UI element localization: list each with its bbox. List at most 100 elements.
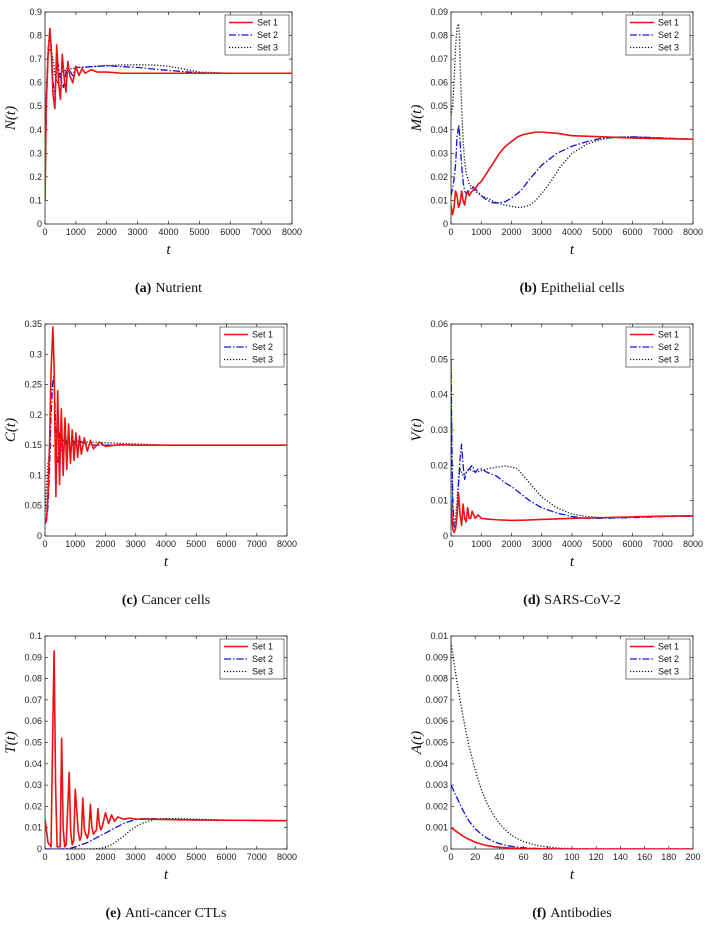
x-tick-label: 0: [448, 227, 453, 237]
chart-panel-f: 0 20 40 60 80 100 120 140 160 180 200 0 0.001 0.002 0.…: [409, 631, 701, 921]
caption-text: SARS-CoV-2: [544, 593, 621, 608]
caption-text: Antibodies: [550, 906, 611, 921]
x-tick-label: 4000: [562, 539, 582, 549]
legend-label: Set 1: [257, 18, 278, 28]
y-tick-label: 0.5: [29, 101, 42, 111]
x-tick-label: 40: [494, 852, 504, 862]
y-tick-label: 0.02: [24, 801, 42, 811]
legend-label: Set 2: [257, 30, 278, 40]
y-tick-label: 0.1: [29, 470, 42, 480]
x-tick-label: 5000: [592, 227, 612, 237]
x-tick-label: 2000: [95, 539, 115, 549]
y-tick-label: 0.04: [24, 759, 42, 769]
x-tick-label: 8000: [282, 227, 302, 237]
y-tick-label: 0.007: [425, 695, 448, 705]
legend: Set 1 Set 2 Set 3: [625, 326, 691, 368]
y-tick-label: 0.05: [430, 354, 448, 364]
y-tick-label: 0.7: [29, 54, 42, 64]
x-axis-label: t: [570, 242, 575, 258]
series-line-set-1: [45, 326, 287, 525]
chart-panel-d: 0 1000 2000 3000 4000 5000 6000 7000 8000 0 0.01 0.…: [409, 319, 703, 608]
legend-label: Set 3: [252, 355, 273, 365]
x-tick-label: 1000: [65, 852, 85, 862]
x-axis-label: t: [166, 242, 171, 258]
y-tick-label: 0.07: [430, 54, 448, 64]
y-axis-label: A(t): [409, 731, 425, 755]
y-tick-label: 0.03: [430, 425, 448, 435]
y-tick-label: 0.06: [430, 319, 448, 329]
caption-text: Nutrient: [155, 281, 202, 296]
legend-label: Set 3: [658, 667, 679, 677]
x-tick-label: 7000: [653, 539, 673, 549]
series-line-set-3: [451, 366, 693, 527]
y-tick-label: 0.01: [430, 496, 448, 506]
legend: Set 1 Set 2 Set 3: [224, 14, 290, 56]
panel-caption: (d) SARS-CoV-2: [523, 593, 621, 608]
y-tick-label: 0.06: [430, 78, 448, 88]
x-tick-label: 7000: [247, 539, 267, 549]
caption-label: (b): [520, 281, 537, 296]
legend: Set 1 Set 2 Set 3: [625, 14, 691, 56]
x-axis-label: t: [570, 867, 575, 883]
series-line-set-3: [451, 23, 693, 209]
legend-label: Set 2: [658, 30, 679, 40]
chart-panel-b: 0 1000 2000 3000 4000 5000 6000 7000 8000 0 0.01 0.…: [409, 7, 703, 296]
x-tick-label: 5000: [186, 852, 206, 862]
caption-label: (d): [523, 593, 540, 608]
x-tick-label: 0: [448, 539, 453, 549]
x-tick-label: 3000: [126, 852, 146, 862]
x-tick-label: 7000: [653, 227, 673, 237]
y-tick-label: 0: [37, 531, 42, 541]
x-tick-label: 6000: [216, 539, 236, 549]
legend-label: Set 3: [257, 43, 278, 53]
caption-label: (a): [135, 281, 152, 296]
x-tick-label: 3000: [532, 539, 552, 549]
legend-label: Set 2: [252, 654, 273, 664]
y-tick-label: 0.08: [430, 31, 448, 41]
caption-text: Epithelial cells: [541, 281, 625, 296]
legend-label: Set 1: [658, 330, 679, 340]
x-tick-label: 0: [42, 852, 47, 862]
chart-panel-e: 0 1000 2000 3000 4000 5000 6000 7000 8000 0 0.01 0.…: [3, 631, 297, 921]
y-tick-label: 0.006: [425, 716, 448, 726]
legend: Set 1 Set 2 Set 3: [625, 638, 691, 680]
caption-label: (f): [532, 906, 546, 921]
y-tick-label: 0.02: [430, 172, 448, 182]
y-tick-label: 0.002: [425, 801, 448, 811]
x-tick-label: 6000: [220, 227, 240, 237]
y-tick-label: 0.1: [29, 631, 42, 641]
y-tick-label: 0.06: [24, 716, 42, 726]
x-tick-label: 5000: [186, 539, 206, 549]
legend-label: Set 1: [252, 642, 273, 652]
chart-panel-a: 0 1000 2000 3000 4000 5000 6000 7000 8000 0 0.1 0.2…: [3, 7, 302, 296]
x-tick-label: 1000: [471, 539, 491, 549]
y-tick-label: 0.35: [24, 319, 42, 329]
panel-caption: (c) Cancer cells: [122, 593, 210, 608]
y-tick-label: 0.09: [430, 7, 448, 17]
y-tick-label: 0.3: [29, 349, 42, 359]
legend: Set 1 Set 2 Set 3: [219, 638, 285, 680]
caption-text: Anti-cancer CTLs: [125, 906, 226, 921]
x-tick-label: 5000: [592, 539, 612, 549]
legend-label: Set 3: [658, 43, 679, 53]
series-line-set-1: [45, 27, 292, 201]
x-tick-label: 7000: [251, 227, 271, 237]
legend-label: Set 3: [252, 667, 273, 677]
x-tick-label: 3000: [128, 227, 148, 237]
caption-text: Cancer cells: [141, 593, 210, 608]
y-tick-label: 0.02: [430, 460, 448, 470]
y-tick-label: 0: [443, 844, 448, 854]
x-tick-label: 2000: [501, 539, 521, 549]
x-tick-label: 4000: [156, 852, 176, 862]
x-tick-label: 6000: [622, 227, 642, 237]
x-tick-label: 6000: [216, 852, 236, 862]
chart-panel-c: 0 1000 2000 3000 4000 5000 6000 7000 8000 0 0.05 0.…: [3, 319, 297, 608]
series-line-set-3: [451, 642, 693, 849]
x-tick-label: 4000: [158, 227, 178, 237]
y-tick-label: 0.01: [430, 195, 448, 205]
x-tick-label: 0: [42, 539, 47, 549]
y-tick-label: 0.05: [430, 101, 448, 111]
legend-label: Set 2: [658, 654, 679, 664]
legend-label: Set 2: [658, 342, 679, 352]
